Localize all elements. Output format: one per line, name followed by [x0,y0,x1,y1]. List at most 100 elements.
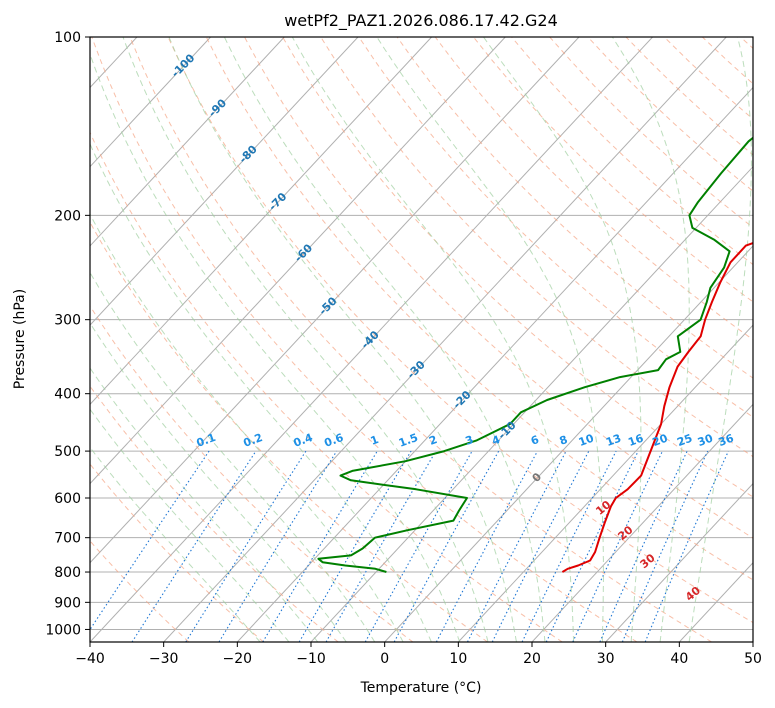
isotherm-line [531,403,753,642]
x-tick-label: −10 [296,651,326,667]
isotherm-line [236,86,753,642]
moist-adiabat [291,37,575,642]
dry-adiabat [90,305,414,642]
y-tick-label: 900 [54,595,81,611]
x-tick-label: 10 [449,651,467,667]
mixing-ratio-label: 10 [577,432,596,450]
y-tick-label: 200 [54,208,81,224]
dry-adiabat [129,37,712,642]
mixing-ratio-label: 1.5 [397,431,420,450]
mixing-ratio-label: 30 [696,432,715,450]
mixing-ratio-label: 4 [490,433,502,448]
isotherm-line [384,245,753,642]
y-tick-label: 800 [54,565,81,581]
moist-adiabat [611,37,690,642]
x-tick-label: −40 [75,651,105,667]
isotherm-line [90,37,211,168]
dry-adiabat [320,37,753,458]
mixing-ratio-label: 2 [427,433,439,448]
moist-adiabat [90,367,319,642]
isotherm-line [752,641,753,642]
dry-adiabat [434,37,753,341]
moist-adiabat [168,37,517,642]
isotherm-line [90,37,580,564]
mixing-ratio-line [90,450,210,631]
isotherm-line [0,37,63,642]
y-tick-label: 600 [54,491,81,507]
isotherm-line [90,37,359,326]
temperature-profile-line [561,242,753,573]
chart-title: wetPf2_PAZ1.2026.086.17.42.G24 [284,11,558,31]
mixing-ratio-label: 6 [529,433,541,448]
dry-adiabat [90,463,264,642]
moist-adiabat [90,142,432,642]
isotherm-line [163,37,727,642]
mixing-ratio-label: 20 [651,432,670,450]
x-tick-label: 20 [523,651,541,667]
mixing-ratio-line [644,450,729,642]
mixing-ratio-label: 0.6 [323,431,346,450]
isotherm-line [605,482,753,642]
y-tick-label: 500 [54,444,81,460]
moist-adiabat [688,37,752,642]
mixing-ratio-label: 0.4 [292,431,315,450]
moist-adiabat [483,37,642,642]
mixing-ratio-line [393,450,500,642]
x-axis-title: Temperature (°C) [360,680,482,696]
mixing-ratio-line [621,450,709,642]
moist-adiabat [90,271,376,642]
x-tick-label: 50 [744,651,762,667]
mixing-ratio-line [521,450,617,642]
plot-background [90,37,753,642]
isotherm-line [90,37,285,247]
moist-adiabat [90,322,347,642]
mixing-ratio-label: 8 [558,433,570,448]
mixing-ratio-label: 3 [464,433,476,448]
plot-frame [89,36,754,643]
mixing-ratio-line [435,450,538,642]
mixing-ratio-label: 36 [717,432,736,450]
isotherm-line [457,324,753,642]
x-tick-label: 30 [597,651,615,667]
mixing-ratio-label: 16 [626,432,645,450]
series-layer [317,136,753,573]
mixing-ratio-line [185,450,307,642]
dry-adiabat [90,131,563,642]
mixing-ratio-line [491,450,590,642]
x-tick-label: 40 [670,651,688,667]
y-tick-label: 1000 [45,622,81,638]
isotherm-line [90,37,506,485]
isotherm-line [90,37,653,642]
x-tick-label: −20 [223,651,253,667]
grid-layer [0,37,753,642]
moist-adiabat [90,52,461,642]
dry-adiabat [167,37,753,624]
dewpoint-profile-line [317,136,753,573]
mixing-ratio-label: 13 [604,432,623,449]
x-tick-label: −30 [149,651,179,667]
moist-adiabat [122,37,489,642]
mixing-ratio-label: 0.1 [195,431,218,450]
dry-adiabat [282,37,753,498]
x-tick-label: 0 [380,651,389,667]
isotherm-line [90,37,432,406]
moist-adiabat [376,37,604,642]
moist-adiabat [223,37,546,642]
mixing-ratio-label: 1 [369,433,381,448]
mixing-ratio-line [218,450,338,642]
mixing-ratio-label: 0.2 [242,431,265,450]
axis-layer: −40 −30 −20 −10 0 10 20 30 40 5010020030040050060… [45,30,762,667]
y-tick-label: 700 [54,531,81,547]
dry-adiabat [205,37,753,581]
dry-adiabat [91,37,638,642]
mixing-ratio-line [131,450,257,642]
y-tick-label: 300 [54,313,81,329]
moist-adiabat [90,213,404,642]
y-tick-label: 100 [54,30,81,46]
y-tick-label: 400 [54,387,81,403]
mixing-ratio-label: 25 [675,432,694,449]
dry-adiabat [90,221,488,642]
moist-adiabat [90,408,290,642]
y-axis-title: Pressure (hPa) [12,289,28,389]
